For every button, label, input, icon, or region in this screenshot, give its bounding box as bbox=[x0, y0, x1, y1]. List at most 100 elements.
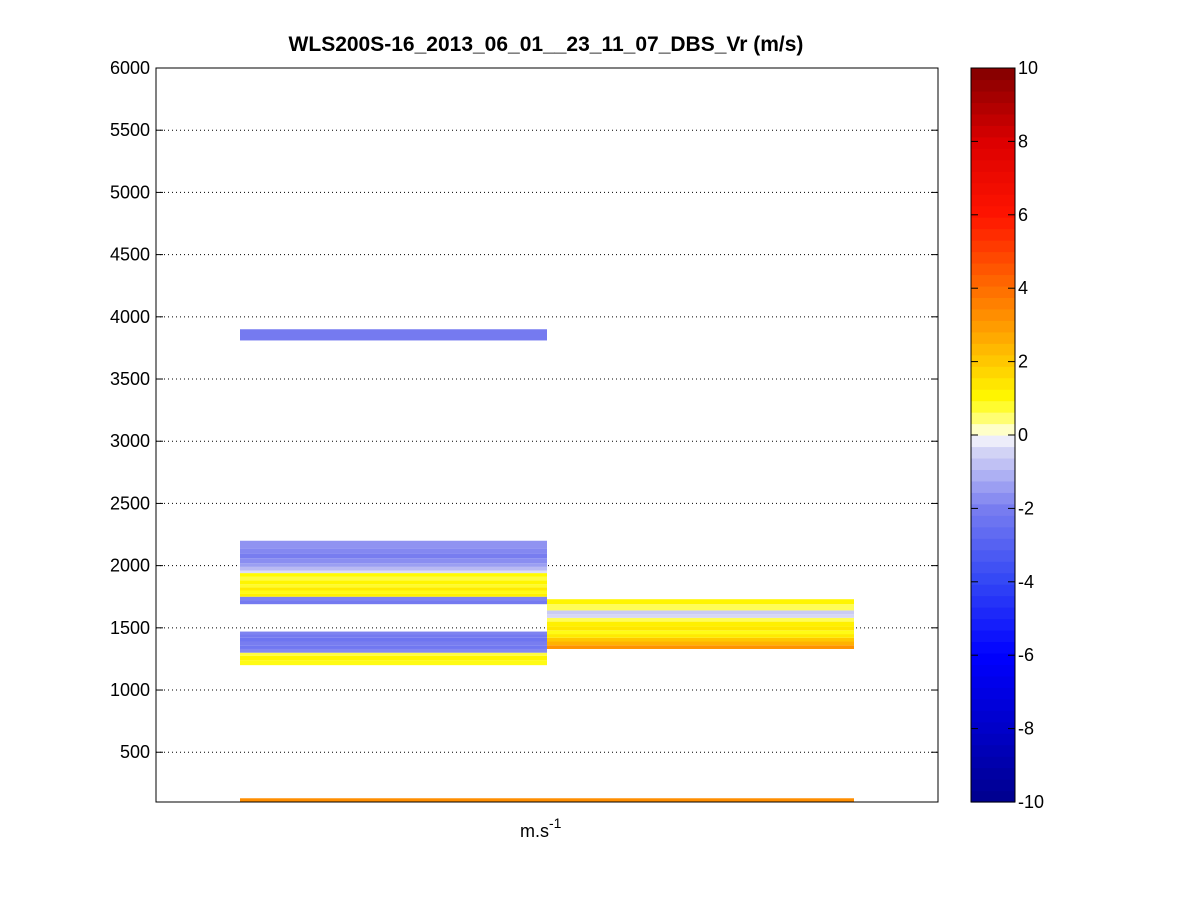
y-tick-label: 6000 bbox=[110, 58, 150, 78]
y-tick-label: 2000 bbox=[110, 556, 150, 576]
y-axis-ticks: 500 1000 1500 2000 2500 3000 3500 4000 4500 5000 5… bbox=[110, 58, 938, 762]
y-tick-label: 5500 bbox=[110, 120, 150, 140]
colorbar-swatch bbox=[971, 435, 1015, 448]
colorbar-swatch bbox=[971, 79, 1015, 92]
y-tick-label: 1000 bbox=[110, 680, 150, 700]
colorbar-tick-label: 8 bbox=[1018, 131, 1028, 151]
colorbar-swatch bbox=[971, 68, 1015, 81]
heatmap-cell bbox=[240, 573, 547, 577]
colorbar-swatch bbox=[971, 400, 1015, 413]
colorbar-swatch bbox=[971, 228, 1015, 241]
colorbar-swatch bbox=[971, 331, 1015, 344]
colorbar-swatch bbox=[971, 549, 1015, 562]
heatmap-cell bbox=[547, 604, 854, 611]
colorbar-swatch bbox=[971, 492, 1015, 505]
y-tick-label: 500 bbox=[120, 742, 150, 762]
colorbar-swatch bbox=[971, 756, 1015, 769]
colorbar-swatch bbox=[971, 217, 1015, 230]
colorbar-tick-label: 2 bbox=[1018, 352, 1028, 372]
colorbar-tick-label: -6 bbox=[1018, 645, 1034, 665]
y-tick-label: 1500 bbox=[110, 618, 150, 638]
colorbar-tick-label: -10 bbox=[1018, 792, 1044, 812]
colorbar-tick-label: 4 bbox=[1018, 278, 1028, 298]
heatmap-cell bbox=[547, 610, 854, 615]
colorbar-swatch bbox=[971, 446, 1015, 459]
x-axis-label: m.s-1 bbox=[520, 815, 562, 841]
heatmap-cell bbox=[240, 652, 547, 656]
heatmap-cell bbox=[240, 641, 547, 646]
colorbar-swatch bbox=[971, 561, 1015, 574]
colorbar-swatch bbox=[971, 343, 1015, 356]
chart-title: WLS200S-16_2013_06_01__23_11_07_DBS_Vr (… bbox=[289, 33, 804, 56]
colorbar-swatch bbox=[971, 698, 1015, 711]
colorbar-tick-label: 6 bbox=[1018, 205, 1028, 225]
colorbar-swatch bbox=[971, 262, 1015, 276]
heatmap-cell bbox=[547, 617, 854, 622]
colorbar-swatch bbox=[971, 469, 1015, 482]
heatmap-cell bbox=[240, 580, 547, 585]
heatmap-cell bbox=[240, 645, 547, 649]
colorbar-frame bbox=[970, 67, 1016, 803]
heatmap-cell bbox=[547, 630, 854, 635]
colorbar-swatch bbox=[971, 205, 1015, 218]
colorbar-swatch bbox=[971, 652, 1015, 665]
colorbar-swatch bbox=[971, 629, 1015, 643]
x-axis-label-base: m.s bbox=[520, 821, 549, 841]
colorbar-swatch bbox=[971, 308, 1015, 321]
colorbar-swatch bbox=[971, 159, 1015, 172]
colorbar-swatch bbox=[971, 102, 1015, 115]
colorbar: -10 -8 -6 -4 -2 0 2 4 6 8 10 bbox=[971, 58, 1044, 812]
colorbar-swatch bbox=[971, 194, 1015, 207]
colorbar-swatch bbox=[971, 480, 1015, 493]
colorbar-swatch bbox=[971, 113, 1015, 126]
colorbar-swatch bbox=[971, 90, 1015, 104]
colorbar-tick-label: -4 bbox=[1018, 572, 1034, 592]
heatmap-cell bbox=[240, 596, 547, 601]
heatmap-cell bbox=[240, 590, 547, 594]
heatmap-cell bbox=[547, 614, 854, 618]
colorbar-swatch bbox=[971, 354, 1015, 367]
y-tick-label: 2500 bbox=[110, 493, 150, 513]
colorbar-swatch bbox=[971, 526, 1015, 539]
heatmap-cell bbox=[240, 540, 547, 549]
colorbar-swatch bbox=[971, 572, 1015, 585]
heatmap-cell bbox=[240, 593, 547, 597]
heatmap-cell bbox=[240, 798, 547, 802]
heatmap-cell bbox=[547, 637, 854, 642]
heatmap-cell bbox=[240, 570, 547, 574]
colorbar-tick-label: -8 bbox=[1018, 719, 1034, 739]
heatmap-cell bbox=[240, 637, 547, 642]
colorbar-tick-label: 0 bbox=[1018, 425, 1028, 445]
heatmap-cell bbox=[547, 626, 854, 631]
heatmap-cell bbox=[547, 645, 854, 649]
heatmap-cell bbox=[240, 553, 547, 559]
heatmap-cell bbox=[547, 599, 854, 605]
heatmap-cell bbox=[547, 634, 854, 638]
colorbar-swatch bbox=[971, 790, 1015, 803]
colorbar-swatch bbox=[971, 274, 1015, 287]
heatmap-cell bbox=[547, 798, 854, 802]
heatmap-cell bbox=[240, 648, 547, 653]
colorbar-swatch bbox=[971, 779, 1015, 792]
y-tick-label: 5000 bbox=[110, 182, 150, 202]
heatmap-cell bbox=[240, 558, 547, 564]
colorbar-swatch bbox=[971, 641, 1015, 654]
colorbar-swatch bbox=[971, 664, 1015, 677]
heatmap-cell bbox=[240, 634, 547, 638]
heatmap-cells bbox=[240, 329, 854, 802]
plot-frame bbox=[155, 67, 939, 803]
heatmap-cell bbox=[240, 660, 547, 666]
colorbar-swatch bbox=[971, 744, 1015, 757]
heatmap-cell bbox=[240, 548, 547, 554]
colorbar-swatch bbox=[971, 618, 1015, 631]
heatmap-cell bbox=[547, 621, 854, 627]
heatmap-cell bbox=[240, 600, 547, 605]
colorbar-swatch bbox=[971, 251, 1015, 264]
colorbar-swatch bbox=[971, 687, 1015, 700]
x-axis-label-superscript: -1 bbox=[549, 815, 562, 831]
colorbar-tick-label: -2 bbox=[1018, 498, 1034, 518]
heatmap-cell bbox=[240, 566, 547, 571]
colorbar-swatch bbox=[971, 515, 1015, 528]
colorbar-swatch bbox=[971, 285, 1015, 298]
